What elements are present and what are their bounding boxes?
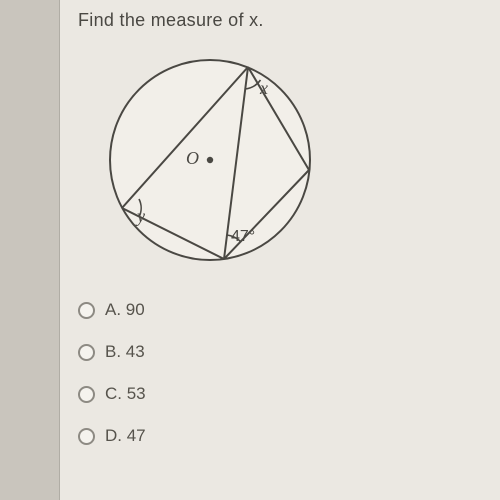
question-prompt: Find the measure of x. [78, 10, 482, 31]
radio-icon [78, 344, 95, 361]
option-label: A. 90 [105, 300, 145, 320]
radio-icon [78, 386, 95, 403]
x-label: x [259, 78, 268, 98]
radio-icon [78, 428, 95, 445]
diagram: O x 47° y [80, 45, 340, 280]
option-a[interactable]: A. 90 [78, 300, 482, 320]
circle-diagram-svg: O x 47° y [80, 45, 340, 280]
left-rail [0, 0, 60, 500]
option-c[interactable]: C. 53 [78, 384, 482, 404]
angle-47-label: 47° [231, 228, 255, 245]
radio-icon [78, 302, 95, 319]
option-label: D. 47 [105, 426, 146, 446]
center-point [207, 157, 213, 163]
option-label: C. 53 [105, 384, 146, 404]
option-b[interactable]: B. 43 [78, 342, 482, 362]
question-panel: Find the measure of x. [60, 0, 500, 500]
center-label: O [186, 148, 199, 168]
y-label: y [135, 206, 145, 226]
option-label: B. 43 [105, 342, 145, 362]
option-d[interactable]: D. 47 [78, 426, 482, 446]
options-list: A. 90 B. 43 C. 53 D. 47 [78, 300, 482, 446]
